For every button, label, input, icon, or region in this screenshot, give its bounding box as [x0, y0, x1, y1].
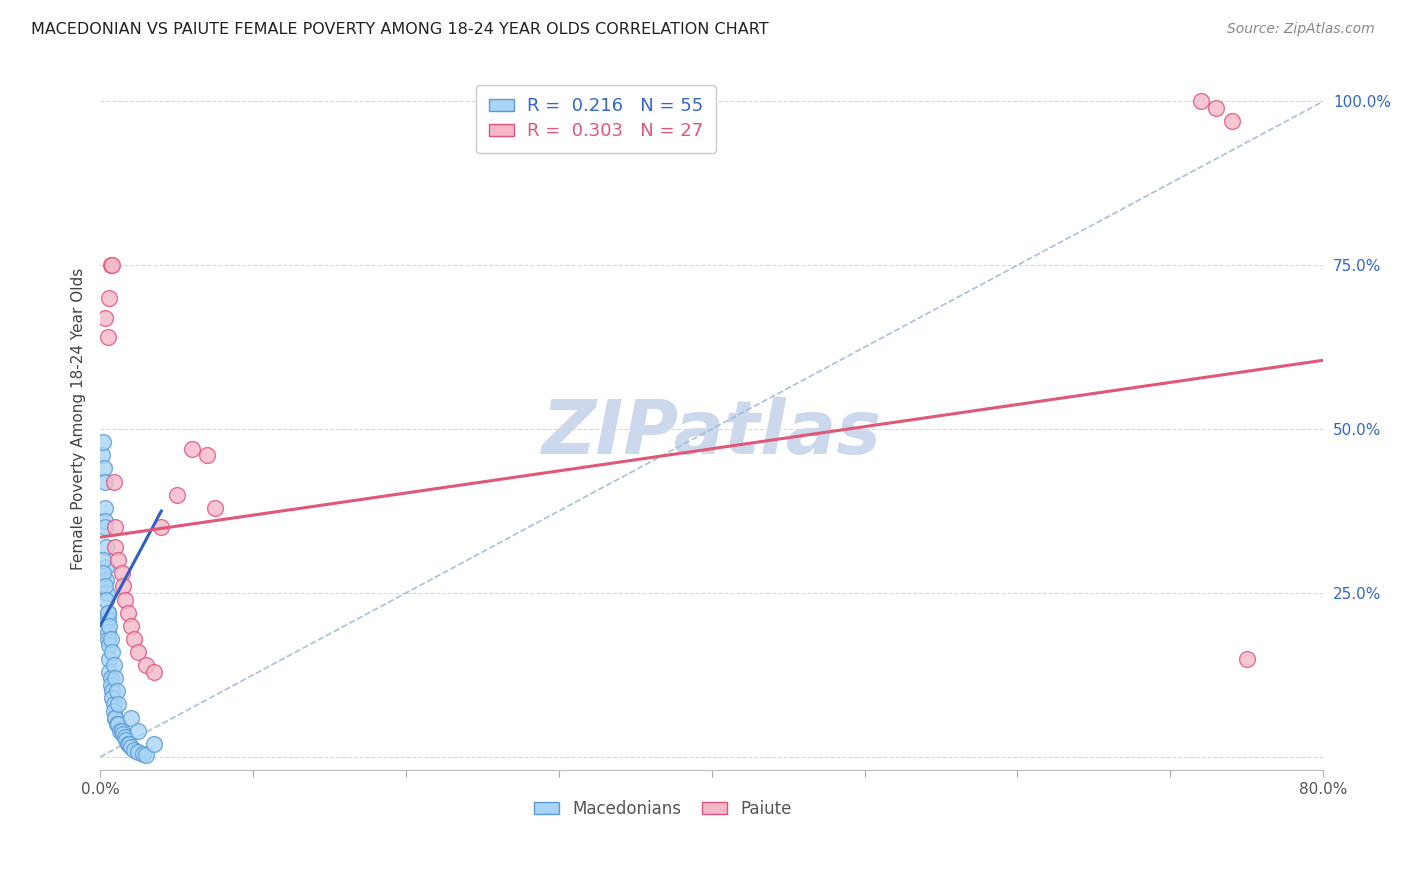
Point — [204, 500, 226, 515]
Point — [122, 632, 145, 646]
Point — [142, 737, 165, 751]
Point — [103, 658, 125, 673]
Point — [112, 727, 135, 741]
Point — [93, 514, 115, 528]
Point — [93, 500, 115, 515]
Point — [104, 540, 127, 554]
Point — [118, 737, 141, 751]
Point — [97, 330, 120, 344]
Point — [135, 658, 157, 673]
Point — [98, 665, 121, 679]
Point — [101, 645, 124, 659]
Point — [100, 671, 122, 685]
Text: Source: ZipAtlas.com: Source: ZipAtlas.com — [1227, 22, 1375, 37]
Point — [1189, 95, 1212, 109]
Point — [122, 743, 145, 757]
Point — [98, 639, 121, 653]
Point — [127, 745, 149, 759]
Point — [98, 651, 121, 665]
Point — [101, 690, 124, 705]
Point — [96, 592, 118, 607]
Point — [142, 665, 165, 679]
Point — [96, 540, 118, 554]
Point — [117, 606, 139, 620]
Point — [132, 747, 155, 761]
Point — [97, 612, 120, 626]
Point — [105, 684, 128, 698]
Point — [127, 645, 149, 659]
Point — [1236, 651, 1258, 665]
Point — [150, 520, 173, 534]
Point — [94, 520, 117, 534]
Point — [96, 586, 118, 600]
Point — [103, 475, 125, 489]
Point — [100, 632, 122, 646]
Point — [100, 258, 122, 272]
Point — [91, 553, 114, 567]
Point — [110, 566, 132, 581]
Point — [117, 737, 139, 751]
Point — [91, 566, 114, 581]
Point — [93, 310, 115, 325]
Point — [104, 710, 127, 724]
Point — [101, 684, 124, 698]
Point — [93, 461, 115, 475]
Point — [120, 619, 142, 633]
Point — [91, 448, 114, 462]
Text: ZIPatlas: ZIPatlas — [541, 397, 882, 470]
Point — [1205, 101, 1227, 115]
Point — [135, 747, 157, 762]
Point — [98, 619, 121, 633]
Point — [107, 553, 129, 567]
Point — [98, 291, 121, 305]
Point — [100, 678, 122, 692]
Point — [93, 579, 115, 593]
Point — [97, 625, 120, 640]
Point — [103, 698, 125, 712]
Point — [115, 733, 138, 747]
Point — [96, 573, 118, 587]
Point — [127, 723, 149, 738]
Point — [97, 606, 120, 620]
Point — [107, 698, 129, 712]
Point — [108, 723, 131, 738]
Point — [120, 740, 142, 755]
Point — [112, 579, 135, 593]
Point — [120, 710, 142, 724]
Point — [114, 730, 136, 744]
Point — [1220, 114, 1243, 128]
Point — [104, 520, 127, 534]
Point — [107, 717, 129, 731]
Point — [166, 488, 188, 502]
Point — [180, 442, 202, 456]
Point — [93, 475, 115, 489]
Point — [110, 723, 132, 738]
Y-axis label: Female Poverty Among 18-24 Year Olds: Female Poverty Among 18-24 Year Olds — [72, 268, 86, 570]
Point — [195, 448, 218, 462]
Point — [104, 710, 127, 724]
Point — [91, 435, 114, 450]
Point — [101, 258, 124, 272]
Point — [96, 559, 118, 574]
Point — [105, 717, 128, 731]
Point — [97, 606, 120, 620]
Legend: Macedonians, Paiute: Macedonians, Paiute — [527, 794, 799, 825]
Point — [103, 704, 125, 718]
Point — [97, 632, 120, 646]
Text: MACEDONIAN VS PAIUTE FEMALE POVERTY AMONG 18-24 YEAR OLDS CORRELATION CHART: MACEDONIAN VS PAIUTE FEMALE POVERTY AMON… — [31, 22, 769, 37]
Point — [114, 592, 136, 607]
Point — [104, 671, 127, 685]
